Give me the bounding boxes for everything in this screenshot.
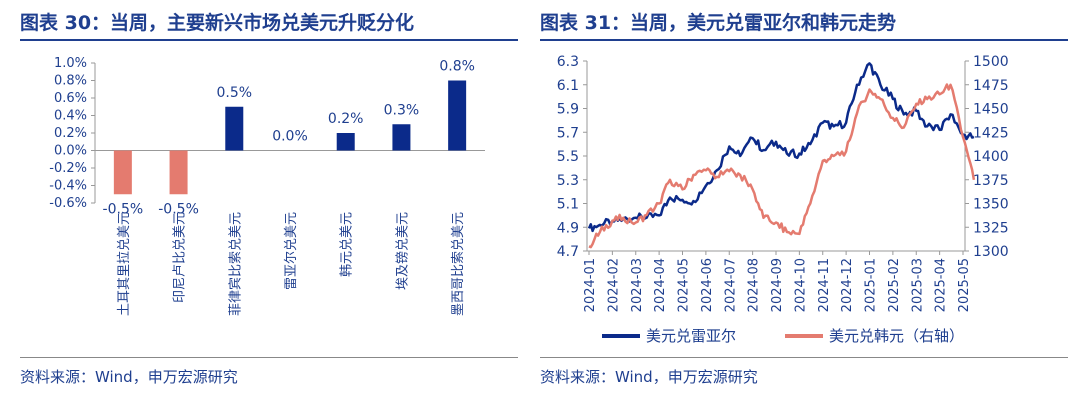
y-tick-label: -0.2%: [49, 161, 87, 176]
right-y-tick-label: 1350: [973, 197, 1009, 213]
right-y-tick-label: 1300: [973, 244, 1009, 260]
x-tick-label: 2025-01: [864, 258, 879, 312]
right-y-tick-label: 1450: [973, 102, 1009, 118]
bar: [169, 150, 188, 195]
left-y-tick-label: 6.3: [557, 54, 579, 70]
bar-value-label: 0.3%: [384, 102, 420, 118]
right-y-tick-label: 1375: [973, 173, 1009, 189]
bar-value-label: -0.5%: [158, 201, 199, 217]
x-tick-label: 2025-05: [957, 258, 972, 312]
left-y-tick-label: 5.9: [557, 102, 579, 118]
left-y-tick-label: 5.5: [557, 149, 579, 165]
category-label: 韩元兑美元: [340, 212, 355, 277]
x-tick-label: 2025-04: [934, 258, 949, 312]
y-tick-label: 0.0%: [54, 144, 87, 159]
left-y-tick-label: 6.1: [557, 78, 579, 94]
y-tick-label: 0.4%: [54, 109, 87, 124]
category-label: 菲律宾比索兑美元: [227, 212, 243, 316]
category-label: 雷亚尔兑美元: [284, 212, 299, 290]
bar: [392, 124, 411, 151]
right-title-rule: [540, 39, 1068, 41]
category-label: 土耳其里拉兑美元: [117, 212, 132, 316]
left-bottom-rule: [20, 357, 518, 358]
right-y-tick-label: 1500: [973, 54, 1009, 70]
x-tick-label: 2024-01: [583, 258, 598, 312]
x-tick-label: 2024-07: [723, 258, 738, 312]
right-chart-title: 图表 31：当周，美元兑雷亚尔和韩元走势: [540, 12, 897, 34]
y-tick-label: -0.6%: [49, 196, 87, 211]
x-tick-label: 2024-10: [793, 258, 808, 312]
bar-value-label: 0.5%: [216, 85, 252, 101]
y-tick-label: 1.0%: [54, 56, 87, 71]
right-chart-source: 资料来源：Wind，申万宏源研究: [540, 368, 758, 386]
y-tick-label: 0.8%: [54, 74, 87, 89]
bar-chart: 1.0% 0.8% 0.6% 0.4% 0.2% 0.0% -0.2% -0.4% -0.6% -…: [49, 56, 485, 316]
bar: [336, 133, 355, 151]
y-tick-label: -0.4%: [49, 179, 87, 194]
series-line-1: [587, 62, 975, 233]
x-tick-label: 2024-04: [653, 258, 668, 312]
left-y-tick-label: 5.1: [557, 197, 579, 213]
left-y-tick-label: 4.9: [557, 220, 579, 236]
bar-value-label: 0.0%: [272, 129, 308, 145]
left-chart-source: 资料来源：Wind，申万宏源研究: [20, 368, 238, 386]
x-tick-label: 2024-11: [817, 258, 832, 312]
bar-value-label: 0.2%: [328, 111, 364, 127]
category-label: 印尼卢比兑美元: [172, 212, 188, 303]
x-tick-label: 2024-06: [700, 258, 715, 312]
category-label: 埃及镑兑美元: [394, 212, 410, 290]
x-tick-label: 2025-02: [887, 258, 902, 312]
legend-label-1: 美元兑雷亚尔: [646, 327, 736, 345]
left-chart-panel: 图表 30：当周，主要新兴市场兑美元升贬分化 1.0% 0.8% 0.6% 0.4% 0…: [0, 0, 530, 405]
left-y-tick-label: 5.3: [557, 173, 579, 189]
right-y-tick-label: 1475: [973, 78, 1009, 94]
x-tick-label: 2024-08: [747, 258, 762, 312]
right-y-tick-label: 1425: [973, 125, 1009, 141]
left-title-rule: [20, 39, 518, 41]
bar: [225, 106, 244, 151]
y-tick-label: 0.2%: [54, 126, 87, 141]
bar: [448, 80, 467, 151]
bar: [113, 150, 132, 195]
category-label: 墨西哥比索兑美元: [451, 212, 466, 316]
series-line-2: [588, 83, 976, 249]
x-tick-label: 2024-03: [630, 258, 645, 312]
y-tick-label: 0.6%: [54, 91, 87, 106]
bar-value-label: -0.5%: [103, 201, 144, 217]
x-tick-label: 2024-09: [770, 258, 785, 312]
bar-value-label: 0.8%: [439, 59, 475, 75]
right-y-tick-label: 1325: [973, 220, 1009, 236]
right-bottom-rule: [540, 357, 1068, 358]
left-chart-title: 图表 30：当周，主要新兴市场兑美元升贬分化: [20, 12, 415, 34]
left-y-tick-label: 4.7: [557, 244, 579, 260]
legend-label-2: 美元兑韩元（右轴）: [829, 327, 964, 345]
x-tick-label: 2025-03: [910, 258, 925, 312]
right-chart-panel: 图表 31：当周，美元兑雷亚尔和韩元走势 6.3 6.1 5.9 5.7 5.5 5.3 5…: [540, 0, 1080, 405]
line-chart: 6.3 6.1 5.9 5.7 5.5 5.3 5.1 4.9 4.7 1500 1475 1450 1…: [557, 54, 1009, 345]
x-tick-label: 2024-12: [840, 258, 855, 312]
x-tick-label: 2024-05: [677, 258, 692, 312]
x-tick-label: 2024-02: [606, 258, 621, 312]
right-y-tick-label: 1400: [973, 149, 1009, 165]
left-y-tick-label: 5.7: [557, 125, 579, 141]
